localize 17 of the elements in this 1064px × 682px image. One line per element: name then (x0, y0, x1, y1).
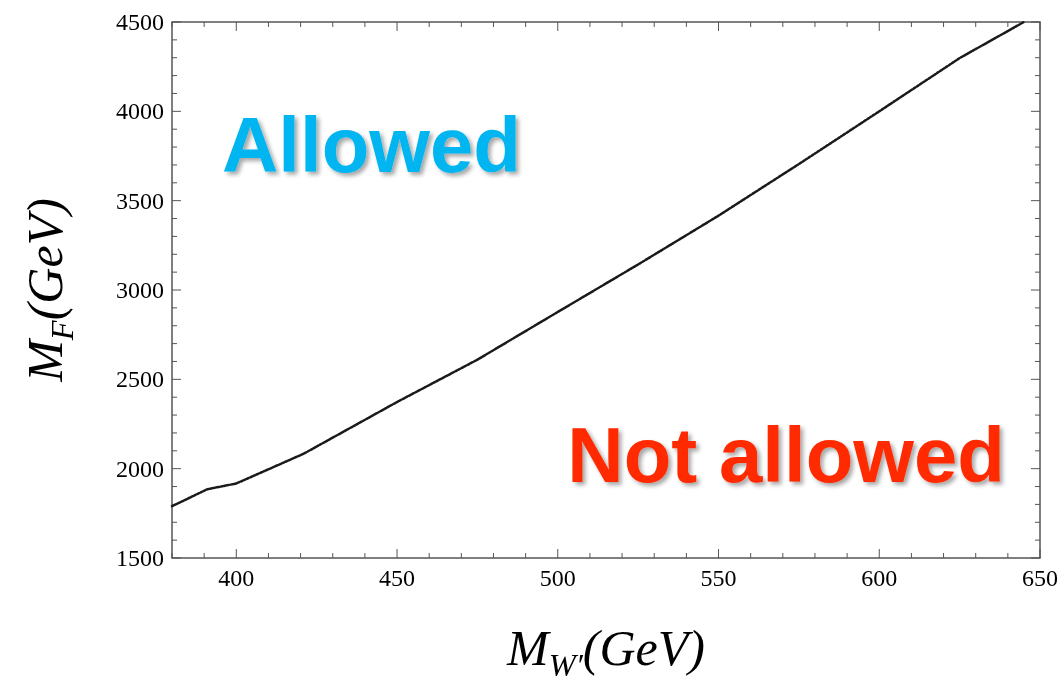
x-tick-label: 600 (861, 565, 898, 591)
x-axis-title: M$_{W′}$(GeV) (506, 620, 705, 682)
y-tick-label: 1500 (116, 545, 164, 571)
y-tick-label: 4500 (116, 9, 164, 35)
line-series (170, 20, 1026, 508)
annotation: Not allowed (567, 411, 1005, 499)
x-tick-label: 650 (1022, 565, 1058, 591)
y-tick-label: 3000 (116, 277, 164, 303)
y-tick-label: 2000 (116, 455, 164, 482)
x-tick-label: 500 (539, 565, 576, 591)
x-tick-label: 550 (700, 565, 737, 591)
annotation: Allowed (222, 101, 522, 189)
x-tick-label: 400 (218, 565, 255, 591)
y-tick-label: 2500 (116, 366, 164, 393)
x-tick-label: 450 (379, 565, 416, 591)
y-tick-label: 4000 (116, 98, 164, 125)
y-tick-label: 3500 (116, 187, 164, 214)
